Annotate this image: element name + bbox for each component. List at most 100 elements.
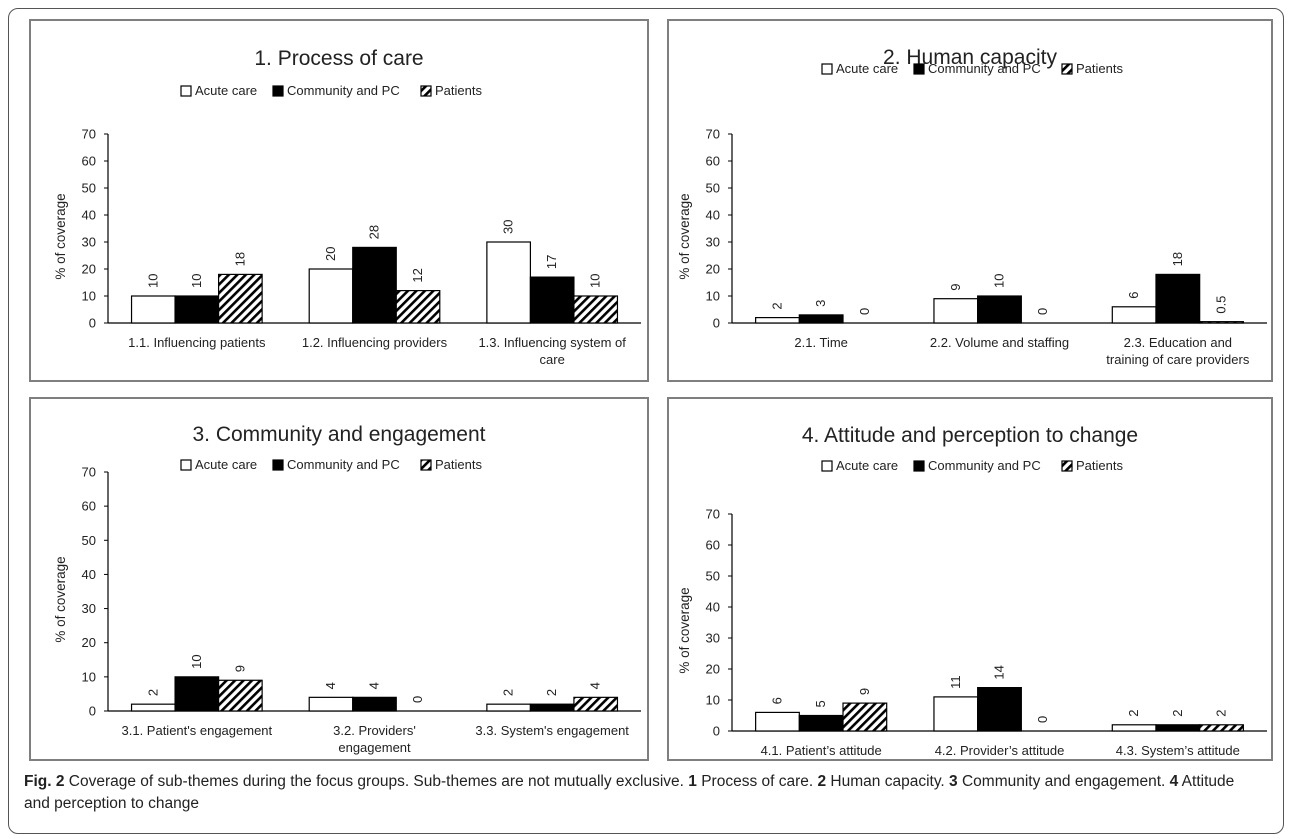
y-axis-label: % of coverage [53, 193, 68, 279]
bar-acute-care [308, 268, 354, 324]
legend-label-acute-care: Acute care [836, 458, 898, 473]
data-label: 17 [544, 255, 559, 269]
data-label: 28 [367, 225, 382, 239]
caption-text: Attitude and perception to change [24, 773, 1235, 812]
data-label: 2 [769, 302, 784, 309]
data-label: 9 [232, 665, 247, 672]
bar-community-and-pc [977, 687, 1022, 732]
bar-patients [1199, 321, 1244, 324]
x-category-label: 1.2. Influencing providers [302, 335, 448, 350]
data-label: 2 [1170, 710, 1185, 717]
bar-community-and-pc [798, 714, 844, 732]
y-tick-label: 20 [706, 662, 720, 677]
data-label: 4 [323, 682, 338, 689]
data-label: 0 [1035, 716, 1050, 723]
legend-label-patients: Patients [1076, 458, 1123, 473]
legend-label-acute-care: Acute care [195, 457, 257, 472]
data-label: 20 [323, 247, 338, 261]
data-label: 6 [769, 697, 784, 704]
data-label: 10 [588, 274, 603, 288]
bar-community-and-pc [352, 246, 397, 324]
y-tick-label: 10 [82, 669, 96, 684]
legend-swatch-acute-care [180, 459, 192, 471]
y-tick-label: 20 [82, 635, 96, 650]
y-tick-label: 10 [82, 289, 96, 304]
y-tick-label: 0 [713, 316, 720, 331]
data-label: 10 [189, 654, 204, 668]
bar-patients [217, 679, 263, 712]
chart-title: 1. Process of care [254, 47, 423, 70]
data-label: 18 [1170, 252, 1185, 266]
y-tick-label: 60 [706, 154, 720, 169]
bar-acute-care [130, 295, 176, 324]
bar-patients [842, 702, 888, 732]
y-tick-label: 70 [706, 507, 720, 522]
bar-acute-care [486, 241, 532, 324]
x-category-label: 3.2. Providers' [333, 723, 416, 738]
legend-swatch-community-and-pc [913, 63, 925, 75]
data-label: 4 [367, 682, 382, 689]
legend-swatch-acute-care [821, 63, 833, 75]
data-label: 4 [588, 682, 603, 689]
bar-community-and-pc [977, 295, 1022, 324]
x-category-label: 2.3. Education and [1124, 335, 1232, 350]
data-label: 0 [857, 308, 872, 315]
legend-label-patients: Patients [435, 83, 482, 98]
y-axis-label: % of coverage [677, 587, 692, 673]
caption-text: Human capacity. [826, 773, 950, 790]
chart-title: 2. Human capacity [883, 46, 1057, 69]
caption-text: Community and engagement. [957, 773, 1170, 790]
x-category-label: 3.3. System's engagement [475, 723, 629, 738]
chart-svg: 4. Attitude and perception to change Acut… [677, 424, 1267, 758]
x-category-label: 2.1. Time [794, 335, 847, 350]
bar-community-and-pc [174, 676, 220, 712]
bar-patients [573, 295, 619, 324]
y-tick-label: 30 [82, 235, 96, 250]
x-category-label: engagement [338, 740, 411, 755]
x-category-label: 2.2. Volume and staffing [930, 335, 1069, 350]
y-tick-label: 30 [706, 631, 720, 646]
legend-label-patients: Patients [435, 457, 482, 472]
legend-label-community-and-pc: Community and PC [287, 457, 400, 472]
bar-community-and-pc [529, 703, 575, 712]
bar-acute-care [486, 703, 532, 712]
bar-community-and-pc [352, 696, 397, 712]
legend-swatch-acute-care [180, 85, 192, 97]
data-label: 9 [857, 688, 872, 695]
x-category-label: care [540, 352, 565, 367]
x-category-label: 1.1. Influencing patients [128, 335, 266, 350]
x-category-label: 4.3. System’s attitude [1116, 743, 1240, 758]
bar-community-and-pc [798, 314, 844, 324]
bar-community-and-pc [1155, 273, 1201, 324]
data-label: 0 [410, 696, 425, 703]
y-tick-label: 0 [89, 316, 96, 331]
chart-svg: 3. Community and engagement Acute care Com… [53, 423, 641, 755]
legend-label-community-and-pc: Community and PC [928, 458, 1041, 473]
y-tick-label: 60 [706, 538, 720, 553]
y-tick-label: 70 [82, 465, 96, 480]
y-tick-label: 50 [82, 533, 96, 548]
chart-panel-process-of-care: 1. Process of care Acute care Community an… [29, 19, 649, 382]
data-label: 30 [501, 220, 516, 234]
data-label: 10 [145, 274, 160, 288]
y-tick-label: 20 [706, 262, 720, 277]
y-tick-label: 50 [706, 569, 720, 584]
data-label: 2 [501, 689, 516, 696]
data-label: 0 [1035, 308, 1050, 315]
bar-patients [217, 273, 263, 324]
x-category-label: training of care providers [1106, 352, 1250, 367]
bar-acute-care [308, 696, 354, 712]
legend-swatch-patients [1061, 460, 1073, 472]
y-tick-label: 60 [82, 499, 96, 514]
bar-acute-care [933, 298, 979, 324]
y-tick-label: 30 [82, 601, 96, 616]
y-tick-label: 40 [706, 600, 720, 615]
data-label: 10 [189, 274, 204, 288]
data-label: 2 [145, 689, 160, 696]
data-label: 11 [948, 675, 963, 689]
y-tick-label: 60 [82, 154, 96, 169]
data-label: 3 [813, 300, 828, 307]
x-category-label: 4.2. Provider’s attitude [935, 743, 1065, 758]
y-tick-label: 70 [82, 127, 96, 142]
data-label: 2 [544, 689, 559, 696]
